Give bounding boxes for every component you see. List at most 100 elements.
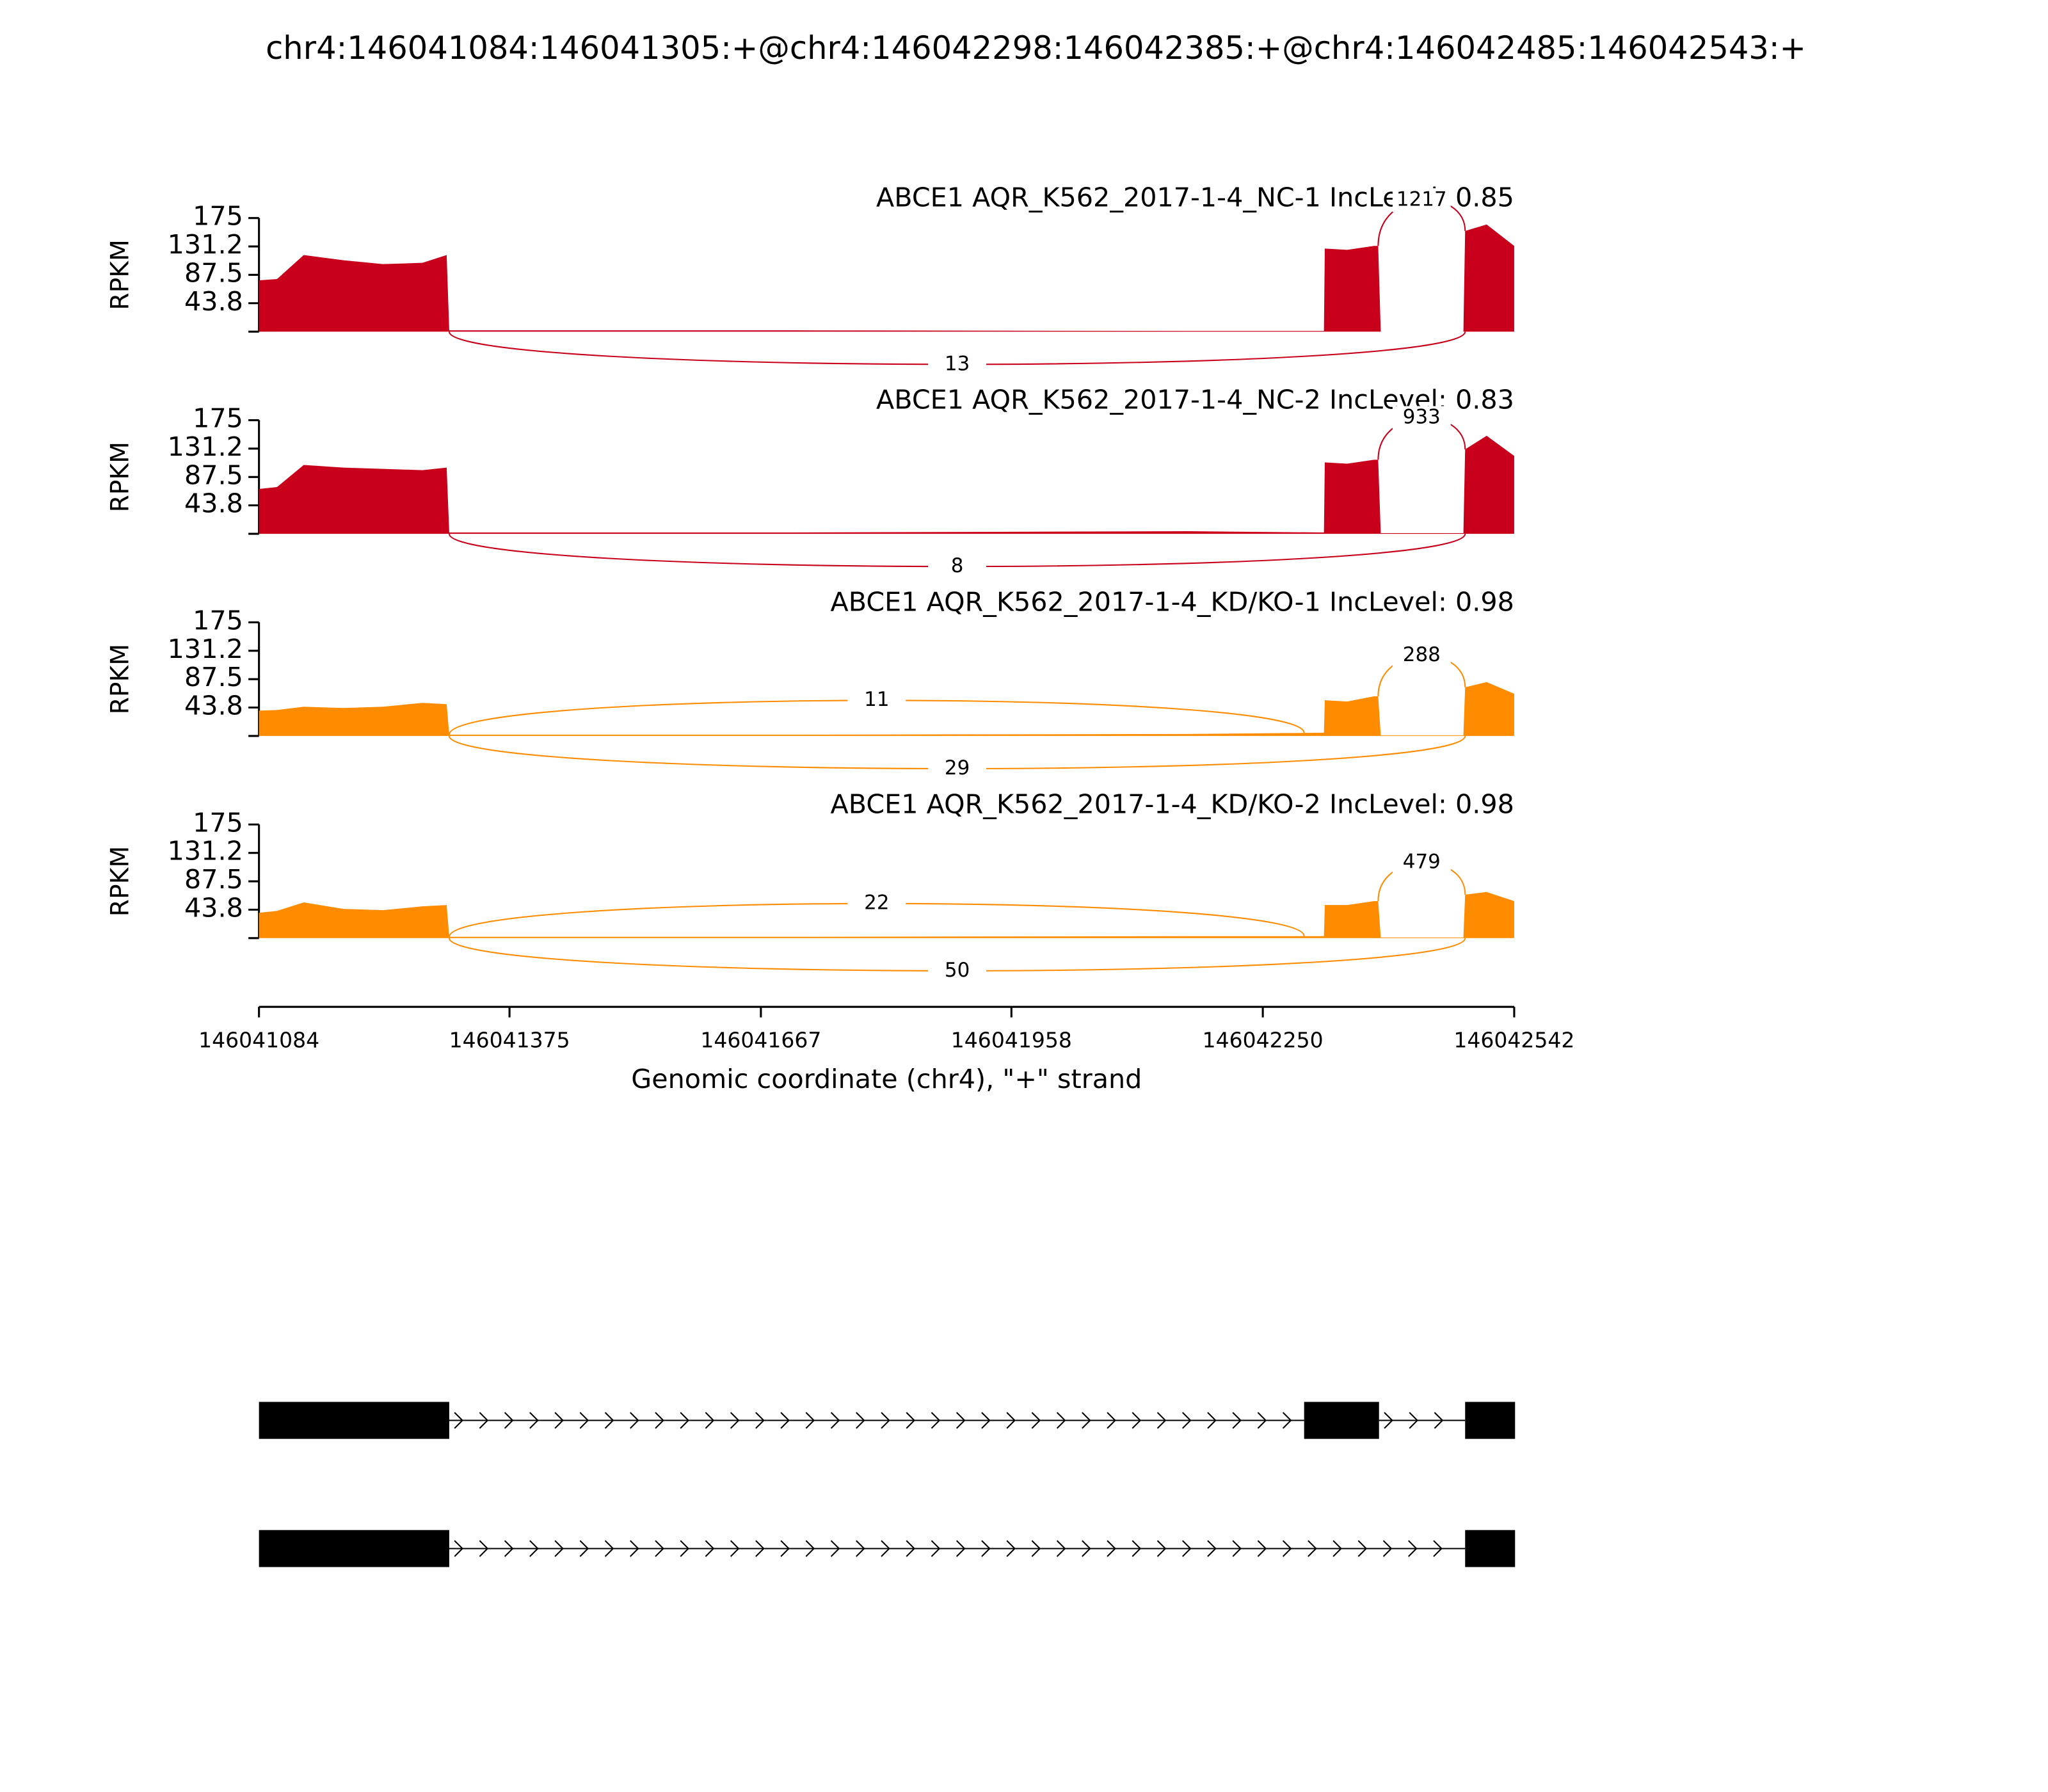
strand-arrow [1006, 1540, 1016, 1557]
y-tick-label: 175 [193, 403, 243, 434]
y-axis-label: RPKM [106, 644, 134, 714]
junction-label-bg [928, 353, 987, 377]
strand-arrow [755, 1540, 765, 1557]
strand-arrow [1056, 1540, 1066, 1557]
strand-arrow [504, 1412, 514, 1429]
strand-arrow [1156, 1540, 1167, 1557]
strand-arrow [931, 1540, 941, 1557]
strand-arrow [755, 1412, 765, 1429]
strand-arrow [1182, 1540, 1192, 1557]
strand-arrow [906, 1412, 916, 1429]
strand-arrow [881, 1412, 890, 1429]
strand-arrow [554, 1412, 564, 1429]
y-tick-label: 43.8 [184, 488, 243, 519]
strand-arrow [805, 1412, 815, 1429]
panel-label: ABCE1 AQR_K562_2017-1-4_KD/KO-2 IncLevel… [830, 788, 1514, 819]
strand-arrow [680, 1540, 690, 1557]
strand-arrow [1434, 1412, 1444, 1429]
strand-arrow [579, 1540, 589, 1557]
junction-count: 1217 [1396, 188, 1447, 211]
strand-arrow [1107, 1540, 1116, 1557]
junction-count: 479 [1403, 851, 1441, 874]
y-tick-label: 43.8 [184, 286, 243, 317]
strand-arrow [529, 1540, 539, 1557]
strand-arrow [881, 1540, 890, 1557]
junction-count: 50 [945, 959, 970, 982]
strand-arrow [579, 1412, 589, 1429]
x-tick-label: 146041084 [198, 1027, 319, 1052]
strand-arrow [1357, 1540, 1368, 1557]
strand-arrow [680, 1412, 690, 1429]
strand-arrow [1433, 1540, 1443, 1557]
y-tick-label: 87.5 [184, 864, 243, 895]
strand-arrow [655, 1540, 664, 1557]
strand-arrow [956, 1412, 966, 1429]
x-tick-label: 146042542 [1453, 1027, 1574, 1052]
junction-count: 933 [1403, 406, 1441, 429]
strand-arrow [1031, 1540, 1041, 1557]
y-axis-label: RPKM [106, 239, 134, 310]
junction-label-bg [1392, 188, 1451, 212]
coverage-area [259, 224, 1514, 332]
strand-arrow [1006, 1412, 1016, 1429]
strand-arrow [630, 1412, 639, 1429]
strand-arrow [705, 1540, 715, 1557]
chart-title: chr4:146041084:146041305:+@chr4:14604229… [266, 29, 1806, 67]
y-axis-label: RPKM [106, 846, 134, 916]
strand-arrow [1156, 1412, 1167, 1429]
junction-label-bg [1392, 643, 1451, 668]
strand-arrow [1232, 1540, 1242, 1557]
junction-count: 13 [945, 352, 970, 375]
junction-count: 29 [945, 756, 970, 780]
strand-arrow [1207, 1412, 1217, 1429]
strand-arrow [630, 1540, 639, 1557]
strand-arrow [604, 1540, 614, 1557]
junction-label-bg [847, 688, 906, 712]
strand-arrow [906, 1540, 916, 1557]
strand-arrow [1409, 1412, 1419, 1429]
y-tick-label: 175 [193, 807, 243, 838]
strand-arrow [1408, 1540, 1418, 1557]
x-tick-label: 146041958 [951, 1027, 1072, 1052]
strand-arrow [730, 1412, 740, 1429]
strand-arrow [479, 1540, 489, 1557]
junction-label-bg [928, 756, 987, 781]
strand-arrow [830, 1412, 840, 1429]
y-tick-label: 131.2 [168, 431, 243, 462]
strand-arrow [931, 1412, 941, 1429]
strand-arrow [504, 1540, 514, 1557]
y-tick-label: 175 [193, 605, 243, 636]
junction-label-bg [847, 892, 906, 916]
strand-arrow [1082, 1412, 1091, 1429]
strand-arrow [1031, 1412, 1041, 1429]
strand-arrow [655, 1412, 664, 1429]
junction-count: 22 [864, 891, 889, 914]
strand-arrow [1257, 1412, 1267, 1429]
junction-count: 11 [864, 688, 889, 711]
strand-arrow [856, 1540, 865, 1557]
coverage-area [259, 435, 1514, 534]
strand-arrow [1332, 1540, 1342, 1557]
strand-arrow [1257, 1540, 1267, 1557]
strand-arrow [956, 1540, 966, 1557]
junction-label-bg [928, 555, 987, 579]
strand-arrow [1207, 1540, 1217, 1557]
strand-arrow [479, 1412, 489, 1429]
coverage-area [259, 682, 1514, 736]
strand-arrow [1082, 1540, 1091, 1557]
strand-arrow [529, 1412, 539, 1429]
junction-label-bg [1392, 406, 1451, 430]
junction-label-bg [928, 959, 987, 983]
strand-arrow [805, 1540, 815, 1557]
strand-arrow [1132, 1540, 1142, 1557]
strand-arrow [981, 1540, 991, 1557]
exon [1465, 1402, 1516, 1439]
strand-arrow [1232, 1412, 1242, 1429]
exon [1465, 1530, 1516, 1567]
y-tick-label: 131.2 [168, 836, 243, 867]
junction-label-bg [1392, 851, 1451, 875]
strand-arrow [1182, 1412, 1192, 1429]
y-tick-label: 87.5 [184, 460, 243, 490]
